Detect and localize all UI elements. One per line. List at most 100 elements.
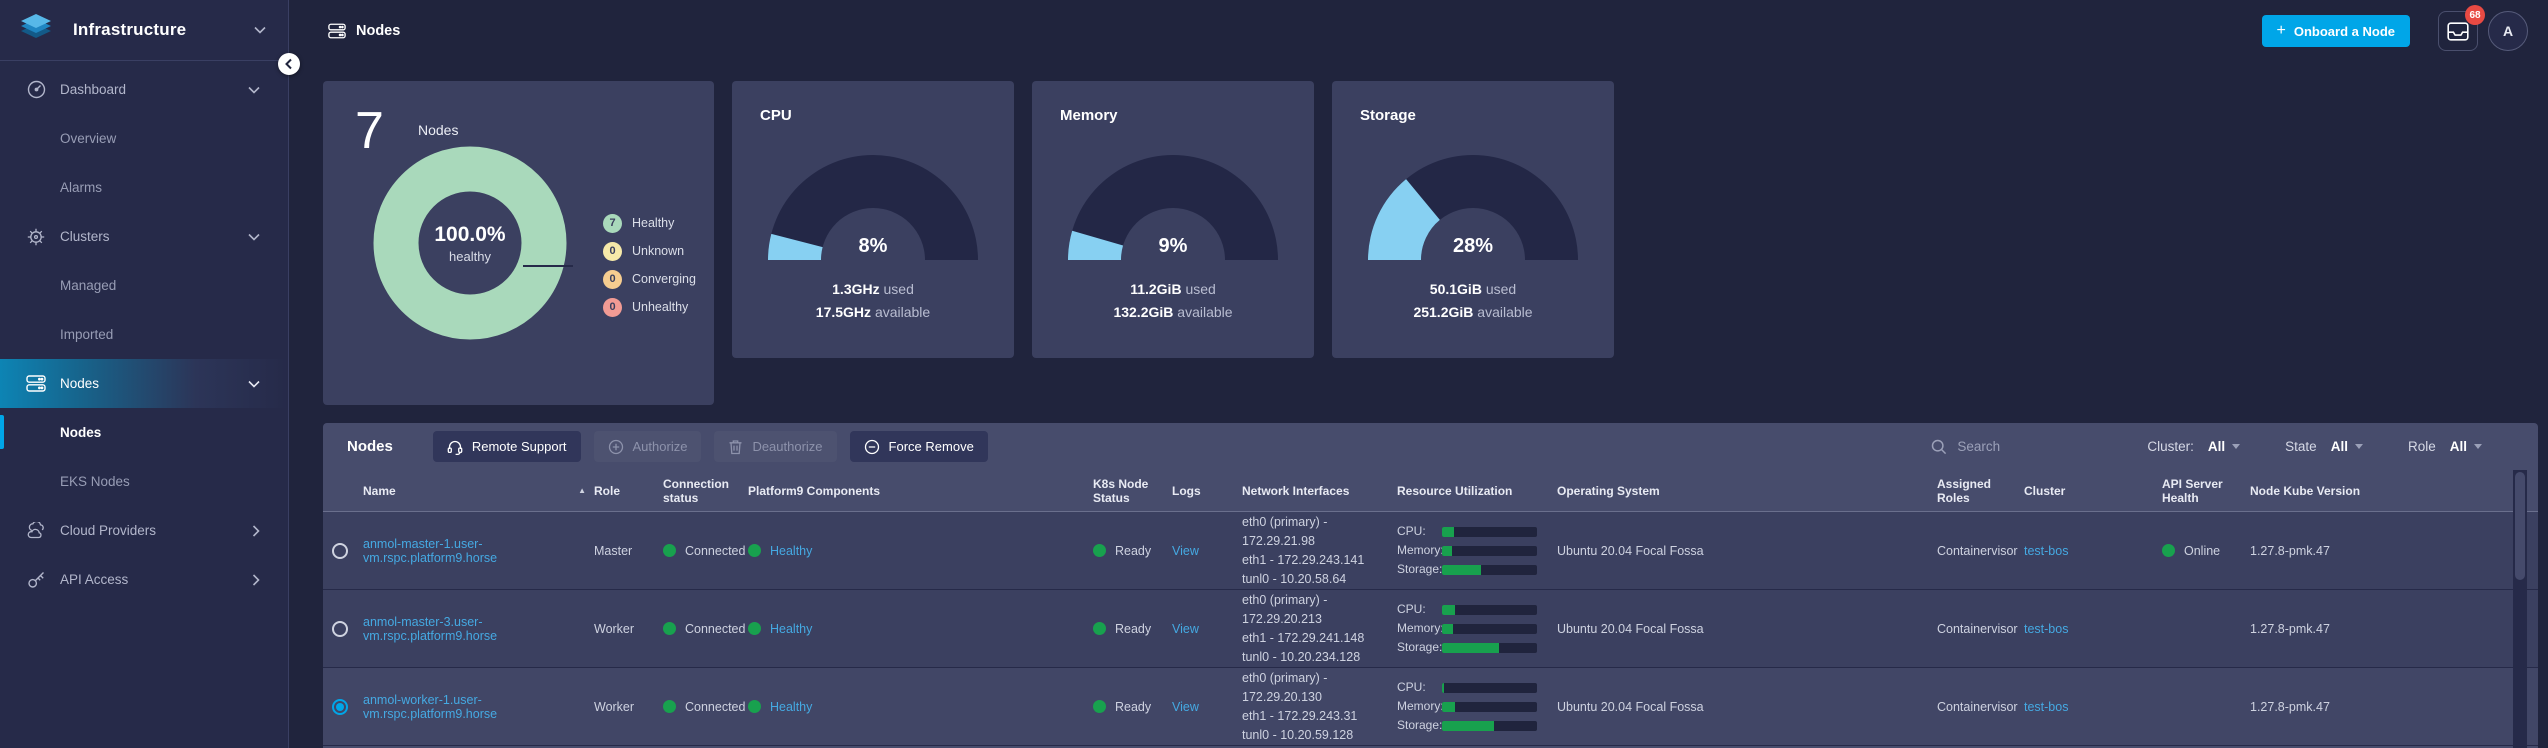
utilization-line: Storage:	[1397, 560, 1537, 579]
view-logs-link[interactable]: View	[1172, 621, 1199, 636]
components-health-link[interactable]: Healthy	[770, 621, 813, 636]
sidebar-item-clusters[interactable]: Clusters	[0, 212, 288, 261]
cell-node-kube-version: 1.27.8-pmk.47	[2250, 699, 2330, 714]
cluster-link[interactable]: test-bos	[2024, 621, 2069, 636]
cell-k8s-node-status: Ready	[1093, 622, 1172, 636]
network-interface: tunl0 - 10.20.59.128	[1242, 727, 1354, 742]
avatar[interactable]: A	[2488, 11, 2528, 51]
sidebar-item-imported[interactable]: Imported	[60, 327, 114, 342]
sidebar-item-alarms[interactable]: Alarms	[60, 180, 103, 195]
search-input[interactable]	[1957, 439, 2078, 454]
donut-center-label: 100.0% healthy	[434, 222, 506, 264]
green-status-dot-icon	[1093, 544, 1106, 557]
page-title: Nodes	[328, 23, 400, 39]
healthy-count-pill: 7	[603, 213, 622, 233]
node-name-link[interactable]: anmol-master-3.user-vm.rspc.platform9.ho…	[363, 614, 498, 643]
cluster-filter[interactable]: Cluster: All	[2147, 439, 2241, 454]
plus-circle-icon	[608, 439, 624, 455]
header-network-interfaces[interactable]: Network Interfaces	[1242, 483, 1350, 498]
plus-icon: +	[2276, 22, 2286, 39]
cell-select	[323, 542, 363, 559]
cell-select	[323, 698, 363, 715]
header-cluster[interactable]: Cluster	[2024, 483, 2066, 498]
header-operating-system[interactable]: Operating System	[1557, 483, 1660, 498]
network-interface: eth1 - 172.29.243.31	[1242, 708, 1358, 723]
table-row[interactable]: anmol-worker-1.user-vm.rspc.platform9.ho…	[323, 668, 2538, 746]
nodes-card-label: Nodes	[418, 122, 459, 138]
header-logs[interactable]: Logs	[1172, 483, 1201, 498]
table-row[interactable]: anmol-master-1.user-vm.rspc.platform9.ho…	[323, 512, 2538, 590]
header-node-kube-version[interactable]: Node Kube Version	[2250, 483, 2361, 498]
node-name-link[interactable]: anmol-worker-1.user-vm.rspc.platform9.ho…	[363, 692, 498, 721]
row-radio[interactable]	[332, 620, 348, 637]
utilization-line: Storage:	[1397, 638, 1537, 657]
sidebar-item-dashboard[interactable]: Dashboard	[0, 65, 288, 114]
legend-item-unhealthy: 0 Unhealthy	[603, 293, 696, 321]
role-filter[interactable]: Role All	[2408, 439, 2482, 454]
force-remove-button[interactable]: Force Remove	[849, 431, 988, 462]
state-filter[interactable]: State All	[2285, 439, 2363, 454]
cloud-icon	[25, 522, 47, 539]
cell-resource-utilization: CPU: Memory: Storage:	[1397, 600, 1557, 657]
legend-item-healthy: 7 Healthy	[603, 209, 696, 237]
minus-circle-icon	[864, 439, 880, 455]
sidebar-item-cloud-providers[interactable]: Cloud Providers	[0, 506, 288, 555]
authorize-button[interactable]: Authorize	[593, 431, 702, 462]
cpu-stats: 1.3GHz used 17.5GHz available	[815, 281, 931, 320]
sort-asc-icon[interactable]: ▲	[578, 486, 586, 495]
remote-support-button[interactable]: Remote Support	[432, 431, 581, 462]
table-row[interactable]: anmol-master-3.user-vm.rspc.platform9.ho…	[323, 590, 2538, 668]
header-name[interactable]: Name ▲	[363, 483, 586, 498]
notifications-tray-button[interactable]: 68	[2438, 5, 2485, 51]
components-health-link[interactable]: Healthy	[770, 543, 813, 558]
next-row-partial	[323, 746, 2538, 748]
cluster-link[interactable]: test-bos	[2024, 543, 2069, 558]
cell-assigned-roles: Containervisor	[1937, 543, 2018, 558]
chevron-down-icon	[248, 233, 260, 241]
header-resource-utilization[interactable]: Resource Utilization	[1397, 483, 1513, 498]
cell-network-interfaces: eth0 (primary) - 172.29.20.130 eth1 - 172…	[1242, 669, 1397, 745]
table-scrollbar[interactable]	[2513, 470, 2527, 748]
row-radio[interactable]	[332, 542, 348, 559]
sidebar-item-api-access[interactable]: API Access	[0, 555, 288, 604]
main-area: Nodes + Onboard a Node 68 A	[289, 0, 2548, 748]
utilization-line: CPU:	[1397, 600, 1537, 619]
utilization-line: CPU:	[1397, 522, 1537, 541]
cluster-link[interactable]: test-bos	[2024, 699, 2069, 714]
scrollbar-thumb[interactable]	[2515, 472, 2525, 580]
header-role[interactable]: Role	[594, 483, 621, 498]
health-donut-chart	[370, 143, 570, 343]
node-name-link[interactable]: anmol-master-1.user-vm.rspc.platform9.ho…	[363, 536, 498, 565]
sidebar-header[interactable]: Infrastructure	[0, 0, 288, 61]
sidebar-item-eks-nodes[interactable]: EKS Nodes	[60, 474, 130, 489]
cell-name: anmol-worker-1.user-vm.rspc.platform9.ho…	[363, 693, 594, 721]
sidebar-item-managed[interactable]: Managed	[60, 278, 117, 293]
utilization-bar	[1442, 604, 1537, 615]
utilization-bar	[1442, 526, 1537, 537]
view-logs-link[interactable]: View	[1172, 543, 1199, 558]
deauthorize-button[interactable]: Deauthorize	[714, 431, 837, 462]
cell-cluster: test-bos	[2024, 700, 2162, 714]
header-platform9-components[interactable]: Platform9 Components	[748, 483, 881, 498]
sidebar-item-nodes-sub[interactable]: Nodes	[0, 408, 288, 457]
utilization-bar	[1442, 623, 1537, 634]
sidebar-item-overview[interactable]: Overview	[60, 131, 117, 146]
onboard-node-button[interactable]: + Onboard a Node	[2261, 15, 2410, 47]
header-connection-status[interactable]: Connection status	[663, 476, 729, 505]
row-radio[interactable]	[332, 698, 348, 715]
sidebar-item-nodes[interactable]: Nodes	[0, 359, 288, 408]
utilization-line: Storage:	[1397, 716, 1537, 735]
view-logs-link[interactable]: View	[1172, 699, 1199, 714]
cell-connection-status: Connected	[663, 544, 748, 558]
sidebar-collapse-button[interactable]	[278, 53, 300, 75]
header-api-server-health[interactable]: API Server Health	[2162, 476, 2223, 505]
components-health-link[interactable]: Healthy	[770, 699, 813, 714]
header-k8s-node-status[interactable]: K8s Node Status	[1093, 476, 1149, 505]
key-icon	[25, 570, 47, 589]
nodes-count: 7	[355, 102, 384, 160]
nodes-table: Nodes Remote Support	[323, 423, 2538, 748]
header-assigned-roles[interactable]: Assigned Roles	[1937, 476, 1992, 505]
cell-platform9-components: Healthy	[748, 700, 1093, 714]
storage-card: Storage 28% 50.1GiB used 251.2GiB availa…	[1332, 81, 1614, 358]
